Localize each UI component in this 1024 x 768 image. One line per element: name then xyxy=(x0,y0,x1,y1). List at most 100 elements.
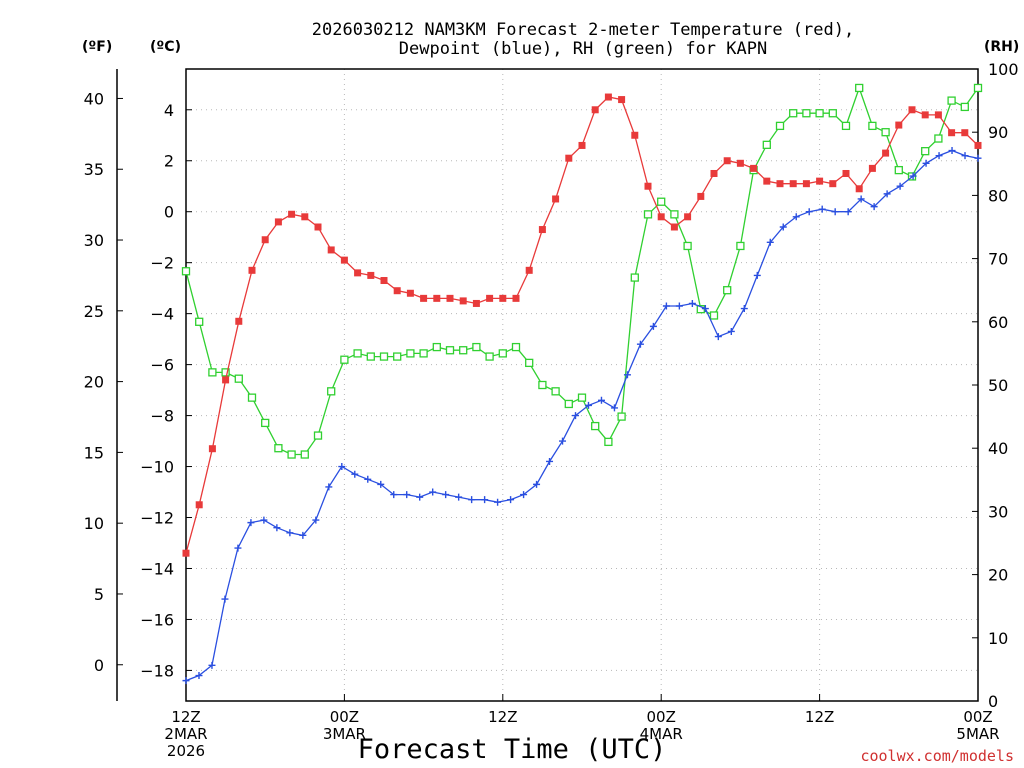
plot-frame xyxy=(185,68,979,702)
temperature-point xyxy=(631,131,639,139)
rh-point xyxy=(894,165,903,175)
temperature-point xyxy=(842,169,850,177)
fahrenheit-tick-label: 25 xyxy=(84,302,104,321)
dewpoint-point xyxy=(208,661,216,669)
celsius-tick-label: 2 xyxy=(164,152,174,171)
temperature-point xyxy=(420,294,428,302)
temperature-point xyxy=(288,210,296,218)
dewpoint-point xyxy=(507,496,515,504)
rh-point xyxy=(934,134,943,143)
dewpoint-point xyxy=(818,205,826,213)
celsius-tick-label: 0 xyxy=(164,203,174,222)
temperature-point xyxy=(235,317,243,325)
rh-point xyxy=(841,121,851,131)
temperature-point xyxy=(367,271,375,279)
rh-point xyxy=(300,450,309,459)
temperature-point xyxy=(908,106,916,114)
dewpoint-point xyxy=(584,401,592,409)
dewpoint-point xyxy=(649,322,657,330)
dewpoint-point xyxy=(221,595,229,603)
dewpoint-point xyxy=(377,480,385,488)
dewpoint-point xyxy=(935,152,943,160)
celsius-tick-label: −6 xyxy=(150,356,174,375)
dewpoint-point xyxy=(325,483,333,491)
temperature-point xyxy=(974,141,982,149)
dewpoint-point xyxy=(572,412,580,420)
celsius-tick-label: −18 xyxy=(140,661,174,680)
rh-point xyxy=(419,349,428,358)
rh-point xyxy=(802,109,811,118)
title-line-1: 2026030212 NAM3KM Forecast 2-meter Tempe… xyxy=(312,20,854,40)
rh-point xyxy=(247,393,257,402)
rh-point xyxy=(274,444,283,453)
temperature-point xyxy=(868,164,876,172)
rh-point xyxy=(432,342,441,352)
temperature-point xyxy=(538,226,546,234)
rh-point xyxy=(525,358,534,368)
rh-tick-label: 100 xyxy=(988,60,1019,79)
rh-tick-label: 20 xyxy=(988,566,1008,585)
dewpoint-point xyxy=(909,172,917,180)
rh-point xyxy=(683,241,692,251)
rh-point xyxy=(564,399,573,409)
fahrenheit-tick-label: 10 xyxy=(84,514,104,533)
rh-point xyxy=(577,393,587,402)
temperature-point xyxy=(459,297,467,305)
rh-point xyxy=(393,352,402,361)
celsius-tick-label: 4 xyxy=(164,101,174,120)
temperature-point xyxy=(340,256,348,264)
dewpoint-point xyxy=(961,152,969,160)
rh-point xyxy=(762,140,771,149)
rh-tick-label: 80 xyxy=(988,186,1008,205)
rh-point xyxy=(736,241,745,251)
rh-point xyxy=(868,121,877,131)
rh-point xyxy=(960,102,969,112)
rh-point xyxy=(789,109,798,118)
rh-point xyxy=(591,421,600,431)
dewpoint-point xyxy=(896,182,904,190)
rh-point xyxy=(828,109,837,118)
dewpoint-point xyxy=(948,147,956,155)
rh-point xyxy=(604,437,613,447)
temperature-point xyxy=(208,445,216,453)
dewpoint-point xyxy=(429,488,437,496)
dewpoint-series xyxy=(182,147,982,685)
temperature-line xyxy=(185,96,979,554)
rh-point xyxy=(815,109,824,118)
rh-point xyxy=(670,210,679,219)
dewpoint-point xyxy=(844,208,852,216)
rh-point xyxy=(709,311,719,320)
rh-point xyxy=(973,83,983,93)
dewpoint-point xyxy=(883,190,891,198)
temperature-point xyxy=(314,223,322,231)
temperature-point xyxy=(670,223,678,231)
dewpoint-point xyxy=(403,491,411,499)
rh-point xyxy=(723,286,732,295)
fahrenheit-tick-label: 15 xyxy=(84,443,104,462)
dewpoint-point xyxy=(714,333,722,341)
dewpoint-point xyxy=(533,480,541,488)
dewpoint-point xyxy=(701,305,709,313)
temperature-point xyxy=(644,182,652,190)
temperature-point xyxy=(816,177,824,185)
dewpoint-point xyxy=(312,516,320,524)
temperature-point xyxy=(195,501,203,509)
dewpoint-point xyxy=(468,496,476,504)
dewpoint-point xyxy=(481,496,489,504)
time-tick-label: 5MAR xyxy=(956,725,999,743)
fahrenheit-tick-label: 20 xyxy=(84,373,104,392)
dewpoint-point xyxy=(922,159,930,167)
rh-point xyxy=(511,342,521,352)
celsius-tick-label: −2 xyxy=(150,254,174,273)
dewpoint-point xyxy=(234,544,242,552)
celsius-tick-label: −4 xyxy=(150,305,174,324)
time-tick-label: 00Z xyxy=(963,708,992,726)
time-tick-label: 2MAR xyxy=(164,725,207,743)
rh-point xyxy=(947,96,956,105)
dewpoint-point xyxy=(286,529,294,537)
title-line-2: Dewpoint (blue), RH (green) for KAPN xyxy=(399,39,767,59)
fahrenheit-unit-label: (ºF) xyxy=(82,39,112,55)
